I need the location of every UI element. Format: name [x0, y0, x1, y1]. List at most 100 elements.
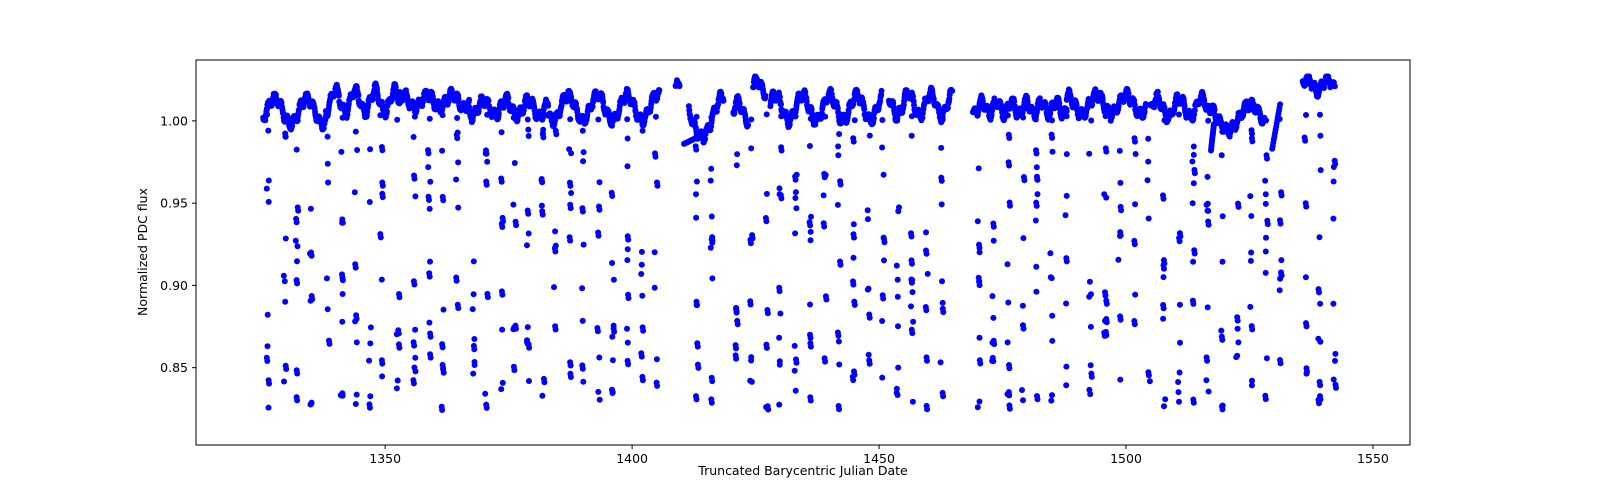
data-point [879, 144, 886, 151]
data-point [396, 294, 403, 301]
data-point [776, 94, 783, 100]
data-point [541, 379, 548, 386]
data-point [1033, 288, 1040, 295]
y-axis-ticks: 0.85 0.90 0.95 1.00 [160, 113, 196, 375]
data-point [525, 133, 532, 139]
data-point [864, 216, 871, 223]
data-point [611, 328, 618, 335]
data-point [835, 152, 842, 159]
data-point [1004, 112, 1011, 119]
data-point [807, 115, 814, 122]
data-point [539, 392, 546, 399]
data-point [850, 281, 857, 288]
data-point [624, 163, 631, 170]
data-point [1011, 98, 1018, 105]
data-point [1032, 116, 1039, 123]
data-point [911, 102, 917, 109]
data-point [1303, 203, 1310, 210]
data-point [264, 358, 271, 364]
data-point [851, 301, 858, 308]
data-point [709, 378, 716, 385]
data-point [1132, 138, 1138, 145]
data-point [807, 335, 814, 341]
data-point [396, 344, 403, 351]
data-point [339, 114, 346, 121]
data-point [624, 339, 631, 346]
data-point [1034, 396, 1041, 403]
data-point [579, 127, 586, 134]
data-point [1303, 112, 1309, 118]
data-point [1063, 151, 1070, 158]
data-point [1317, 300, 1324, 307]
data-point [483, 181, 490, 188]
data-point [894, 276, 901, 283]
data-point [379, 373, 386, 380]
data-point [366, 404, 373, 411]
data-point [394, 377, 401, 384]
data-point [908, 303, 914, 310]
data-point [470, 291, 477, 298]
data-point [1049, 392, 1055, 399]
data-point [676, 83, 683, 90]
data-point [1177, 339, 1183, 346]
data-point [1191, 107, 1198, 114]
data-point [1262, 269, 1269, 276]
data-point [1210, 121, 1217, 128]
data-point [596, 396, 603, 403]
data-point [1125, 90, 1132, 97]
data-point [652, 153, 659, 160]
data-point [792, 230, 799, 237]
data-point [1161, 265, 1167, 272]
data-point [1317, 382, 1324, 389]
data-point [498, 386, 505, 393]
data-point [1176, 238, 1183, 245]
data-point [1277, 360, 1284, 367]
data-point [1190, 399, 1197, 406]
data-point [763, 190, 770, 197]
data-point [498, 178, 505, 185]
data-point [379, 182, 386, 189]
data-point [1145, 158, 1152, 165]
data-point [1131, 321, 1138, 328]
data-point [651, 249, 658, 256]
data-point [483, 150, 490, 157]
data-point [1063, 192, 1070, 199]
data-point [1235, 203, 1242, 210]
data-point [567, 116, 574, 123]
data-point [439, 407, 446, 413]
data-point [609, 389, 616, 396]
data-point [1219, 258, 1226, 265]
x-tick-label: 1450 [863, 451, 895, 466]
data-point [579, 208, 586, 215]
data-point [498, 129, 505, 136]
data-point [610, 276, 617, 283]
data-point [880, 234, 887, 241]
data-point [895, 323, 901, 330]
data-point [870, 115, 877, 122]
data-point [579, 285, 586, 292]
data-point [1142, 101, 1149, 107]
data-point [1176, 398, 1182, 405]
data-point [763, 404, 770, 411]
data-point [806, 143, 813, 149]
data-point [1131, 241, 1138, 248]
data-point [866, 314, 873, 321]
data-point [791, 342, 798, 349]
data-point [595, 116, 602, 123]
data-point [694, 302, 700, 309]
data-point [339, 291, 346, 297]
data-point [850, 254, 857, 261]
data-point [990, 358, 997, 365]
data-point [865, 351, 872, 358]
data-point [1087, 362, 1094, 369]
data-point [352, 401, 359, 407]
data-point [940, 309, 947, 316]
data-point [837, 181, 844, 188]
data-point [1115, 256, 1122, 263]
data-point [734, 321, 741, 328]
data-point [1033, 263, 1040, 270]
data-point [1175, 389, 1182, 396]
data-point [367, 393, 374, 400]
data-point [1117, 316, 1124, 323]
